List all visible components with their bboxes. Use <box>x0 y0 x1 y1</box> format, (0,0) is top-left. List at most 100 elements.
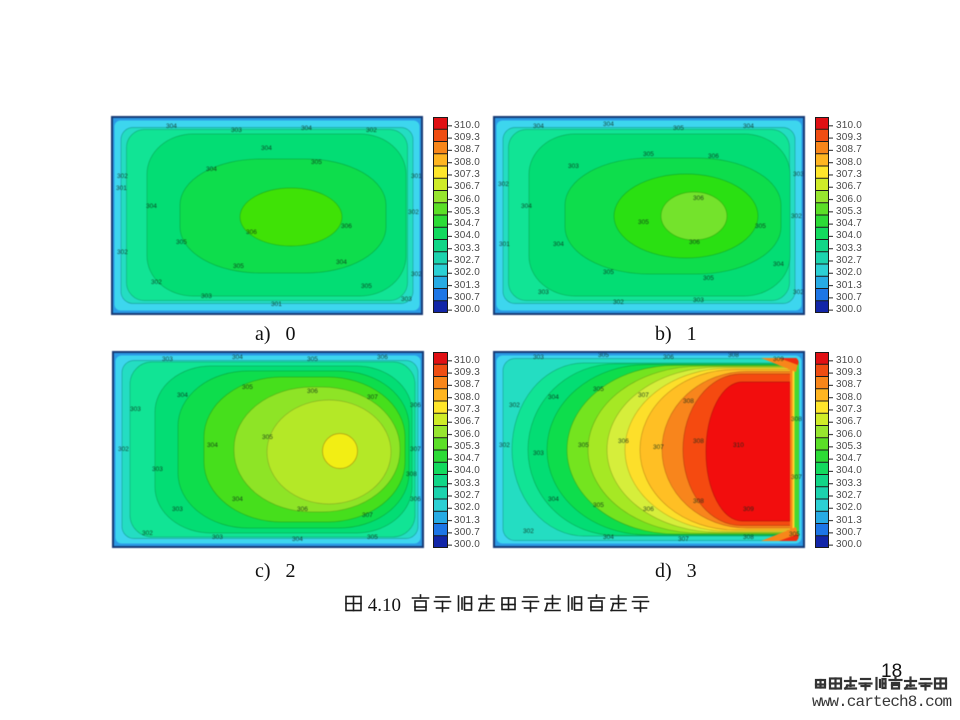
svg-text:304: 304 <box>177 392 188 399</box>
svg-text:304: 304 <box>261 145 272 152</box>
svg-text:308: 308 <box>406 471 417 478</box>
svg-text:305: 305 <box>593 386 604 393</box>
svg-text:302: 302 <box>142 530 153 537</box>
svg-text:306: 306 <box>410 402 421 409</box>
svg-text:306: 306 <box>663 354 674 361</box>
svg-text:302: 302 <box>498 181 509 188</box>
svg-text:302: 302 <box>509 402 520 409</box>
svg-text:307: 307 <box>678 536 689 543</box>
svg-text:302: 302 <box>499 442 510 449</box>
svg-text:305: 305 <box>578 442 589 449</box>
svg-text:307: 307 <box>410 446 421 453</box>
svg-text:304: 304 <box>207 442 218 449</box>
svg-text:309: 309 <box>773 356 784 363</box>
svg-text:305: 305 <box>242 384 253 391</box>
svg-text:302: 302 <box>411 271 422 278</box>
svg-text:303: 303 <box>152 466 163 473</box>
svg-text:307: 307 <box>638 392 649 399</box>
svg-text:302: 302 <box>523 528 534 535</box>
svg-text:305: 305 <box>638 219 649 226</box>
svg-text:305: 305 <box>673 125 684 132</box>
svg-text:307: 307 <box>791 474 802 481</box>
svg-text:308: 308 <box>791 416 802 423</box>
svg-text:302: 302 <box>117 249 128 256</box>
svg-text:305: 305 <box>598 352 609 359</box>
svg-text:302: 302 <box>613 299 624 306</box>
svg-text:303: 303 <box>201 293 212 300</box>
svg-text:302: 302 <box>408 209 419 216</box>
svg-text:306: 306 <box>341 223 352 230</box>
svg-text:307: 307 <box>367 394 378 401</box>
svg-text:304: 304 <box>206 166 217 173</box>
svg-text:305: 305 <box>367 534 378 541</box>
svg-text:304: 304 <box>521 203 532 210</box>
svg-text:304: 304 <box>603 534 614 541</box>
svg-text:304: 304 <box>533 123 544 130</box>
svg-text:306: 306 <box>708 153 719 160</box>
svg-text:308: 308 <box>693 498 704 505</box>
svg-text:306: 306 <box>693 195 704 202</box>
svg-text:303: 303 <box>231 127 242 134</box>
svg-text:303: 303 <box>162 356 173 363</box>
svg-text:304: 304 <box>548 394 559 401</box>
svg-text:303: 303 <box>538 289 549 296</box>
svg-text:305: 305 <box>311 159 322 166</box>
svg-text:304: 304 <box>232 354 243 361</box>
svg-text:302: 302 <box>151 279 162 286</box>
svg-text:301: 301 <box>271 301 282 308</box>
svg-text:305: 305 <box>789 531 800 538</box>
svg-text:306: 306 <box>307 388 318 395</box>
svg-text:304: 304 <box>166 123 177 130</box>
svg-text:304: 304 <box>773 261 784 268</box>
svg-text:307: 307 <box>653 444 664 451</box>
svg-text:306: 306 <box>297 506 308 513</box>
svg-text:303: 303 <box>401 296 412 303</box>
svg-text:302: 302 <box>117 173 128 180</box>
svg-text:303: 303 <box>533 354 544 361</box>
svg-text:304: 304 <box>743 123 754 130</box>
svg-text:303: 303 <box>212 534 223 541</box>
svg-text:305: 305 <box>233 263 244 270</box>
svg-text:303: 303 <box>533 450 544 457</box>
svg-text:304: 304 <box>603 121 614 128</box>
svg-text:304: 304 <box>292 536 303 543</box>
svg-text:306: 306 <box>246 229 257 236</box>
svg-text:308: 308 <box>743 534 754 541</box>
svg-text:303: 303 <box>130 406 141 413</box>
svg-text:306: 306 <box>689 239 700 246</box>
svg-text:304: 304 <box>336 259 347 266</box>
svg-text:309: 309 <box>743 506 754 513</box>
svg-text:302: 302 <box>366 127 377 134</box>
svg-text:310: 310 <box>733 442 744 449</box>
svg-text:308: 308 <box>693 438 704 445</box>
svg-text:304: 304 <box>548 496 559 503</box>
svg-text:305: 305 <box>603 269 614 276</box>
svg-text:301: 301 <box>411 173 422 180</box>
svg-text:304: 304 <box>553 241 564 248</box>
svg-text:305: 305 <box>361 283 372 290</box>
svg-text:305: 305 <box>176 239 187 246</box>
svg-text:303: 303 <box>793 171 804 178</box>
svg-text:305: 305 <box>593 502 604 509</box>
svg-text:306: 306 <box>410 496 421 503</box>
svg-text:303: 303 <box>693 297 704 304</box>
svg-text:301: 301 <box>499 241 510 248</box>
svg-text:305: 305 <box>755 223 766 230</box>
svg-text:306: 306 <box>618 438 629 445</box>
svg-text:302: 302 <box>791 213 802 220</box>
svg-text:302: 302 <box>793 289 804 296</box>
svg-text:307: 307 <box>362 512 373 519</box>
svg-text:305: 305 <box>307 356 318 363</box>
svg-text:305: 305 <box>643 151 654 158</box>
svg-text:304: 304 <box>232 496 243 503</box>
svg-text:308: 308 <box>683 398 694 405</box>
svg-text:308: 308 <box>728 352 739 359</box>
svg-text:304: 304 <box>146 203 157 210</box>
svg-text:301: 301 <box>116 185 127 192</box>
svg-text:304: 304 <box>301 125 312 132</box>
svg-text:306: 306 <box>377 354 388 361</box>
svg-text:302: 302 <box>118 446 129 453</box>
svg-text:303: 303 <box>568 163 579 170</box>
svg-text:305: 305 <box>262 434 273 441</box>
svg-text:303: 303 <box>172 506 183 513</box>
